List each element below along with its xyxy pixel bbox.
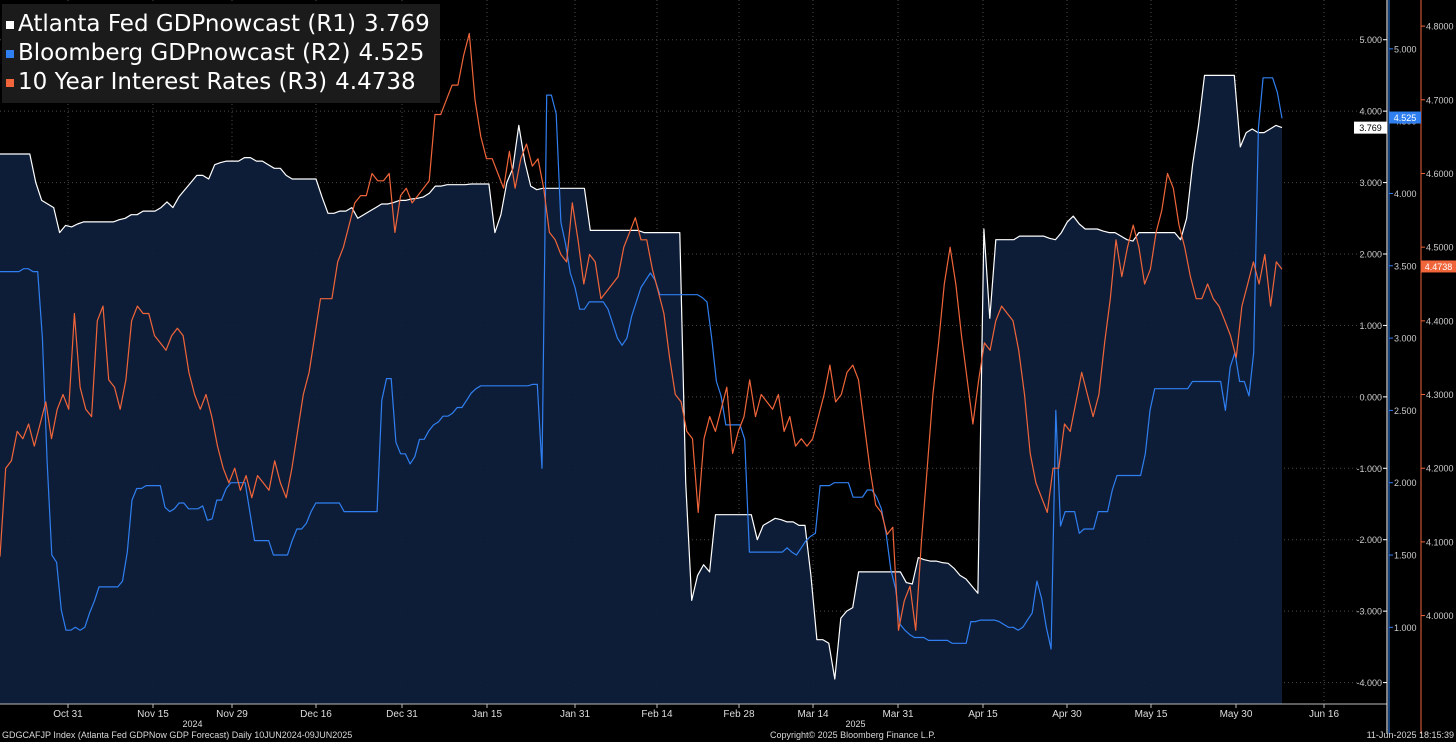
last-value-badge-bg-2 — [1421, 260, 1456, 273]
axis-tick-label-R1: 4.000 — [1359, 107, 1382, 117]
series-area-0 — [0, 75, 1282, 704]
last-value-badge-bg-0 — [1354, 121, 1387, 134]
legend-label-rates: 10 Year Interest Rates (R3) — [18, 69, 328, 95]
x-tick-label: Oct 31 — [53, 709, 83, 720]
legend-label-atlanta: Atlanta Fed GDPnowcast (R1) — [18, 11, 356, 37]
x-tick-label: Mar 14 — [797, 709, 829, 720]
series-line-2 — [0, 32, 1283, 631]
x-tick-label: Jan 15 — [472, 709, 502, 720]
x-tick-label: Apr 15 — [968, 709, 998, 720]
legend-value-bloomberg: 4.525 — [358, 40, 425, 66]
legend-label-bloomberg: Bloomberg GDPnowcast (R2) — [18, 40, 351, 66]
axis-tick-label-R3: 4.1000 — [1426, 537, 1454, 547]
legend-swatch-bloomberg — [6, 49, 14, 58]
legend-swatch-rates — [6, 78, 14, 87]
axis-tick-label-R3: 4.5000 — [1426, 243, 1454, 253]
last-value-badge-bg-1 — [1389, 111, 1421, 124]
axis-tick-label-R2: 3.000 — [1394, 334, 1417, 344]
axis-tick-label-R1: -3.000 — [1356, 607, 1382, 617]
series-line-1 — [0, 77, 1283, 650]
x-tick-label: Mar 31 — [882, 709, 914, 720]
axis-tick-label-R2: 1.000 — [1394, 623, 1417, 633]
axis-tick-label-R1: -2.000 — [1356, 535, 1382, 545]
footer-source: GDGCAFJP Index (Atlanta Fed GDPNow GDP F… — [2, 730, 353, 740]
axis-tick-label-R2: 5.000 — [1394, 44, 1417, 54]
axis-tick-label-R1: 2.000 — [1359, 250, 1382, 260]
atlanta-fed-area — [0, 75, 1282, 704]
x-tick-label: Dec 16 — [300, 709, 332, 720]
footer-timestamp: 11-Jun-2025 18:15:39 — [1366, 730, 1454, 740]
axis-tick-label-R3: 4.8000 — [1426, 22, 1454, 32]
axis-tick-label-R3: 4.3000 — [1426, 390, 1454, 400]
legend-swatch-atlanta — [6, 20, 14, 29]
year-label: 2024 — [182, 719, 202, 729]
footer-copyright: Copyright© 2025 Bloomberg Finance L.P. — [770, 730, 936, 740]
x-tick-label: Feb 28 — [723, 709, 755, 720]
x-tick-label: Feb 14 — [641, 709, 673, 720]
series-line-0 — [0, 74, 1283, 680]
footer: GDGCAFJP Index (Atlanta Fed GDPNow GDP F… — [0, 729, 1456, 742]
year-label: 2025 — [845, 719, 865, 729]
axis-tick-label-R3: 4.4000 — [1426, 316, 1454, 326]
axis-tick-label-R1: 0.000 — [1359, 392, 1382, 402]
axis-tick-label-R1: 5.000 — [1359, 35, 1382, 45]
axis-tick-label-R2: 4.000 — [1394, 189, 1417, 199]
x-tick-label: May 15 — [1135, 709, 1168, 720]
last-value-badge-1: 4.525 — [1394, 113, 1417, 123]
legend-value-rates: 4.4738 — [335, 69, 416, 95]
axis-tick-label-R1: -1.000 — [1356, 464, 1382, 474]
last-value-badge-2: 4.4738 — [1425, 262, 1453, 272]
x-tick-label: Nov 15 — [137, 709, 169, 720]
x-tick-label: May 30 — [1220, 709, 1253, 720]
legend-entry-rates: 10 Year Interest Rates (R3) 4.4738 — [6, 68, 430, 97]
legend-entry-bloomberg: Bloomberg GDPnowcast (R2) 4.525 — [6, 39, 430, 68]
x-tick-label: Dec 31 — [386, 709, 418, 720]
x-tick-label: Jan 31 — [560, 709, 590, 720]
axis-tick-label-R1: 3.000 — [1359, 178, 1382, 188]
axis-tick-label-R1: -4.000 — [1356, 678, 1382, 688]
x-tick-label: Apr 30 — [1052, 709, 1082, 720]
last-value-badge-0: 3.769 — [1359, 123, 1382, 133]
axis-tick-label-R2: 3.500 — [1394, 261, 1417, 271]
x-tick-label: Nov 29 — [216, 709, 248, 720]
axis-tick-label-R3: 4.7000 — [1426, 95, 1454, 105]
x-tick-label: Jun 16 — [1309, 709, 1339, 720]
axis-tick-label-R2: 2.000 — [1394, 478, 1417, 488]
axis-tick-label-R2: 2.500 — [1394, 406, 1417, 416]
axis-tick-label-R3: 4.6000 — [1426, 169, 1454, 179]
axis-tick-label-R3: 4.2000 — [1426, 464, 1454, 474]
axis-tick-label-R2: 1.500 — [1394, 551, 1417, 561]
axis-tick-label-R1: 1.000 — [1359, 321, 1382, 331]
axis-tick-label-R3: 4.0000 — [1426, 611, 1454, 621]
legend: Atlanta Fed GDPnowcast (R1) 3.769 Bloomb… — [2, 4, 440, 103]
legend-value-atlanta: 3.769 — [363, 11, 430, 37]
series-lines — [0, 32, 1283, 680]
legend-entry-atlanta: Atlanta Fed GDPnowcast (R1) 3.769 — [6, 10, 430, 39]
